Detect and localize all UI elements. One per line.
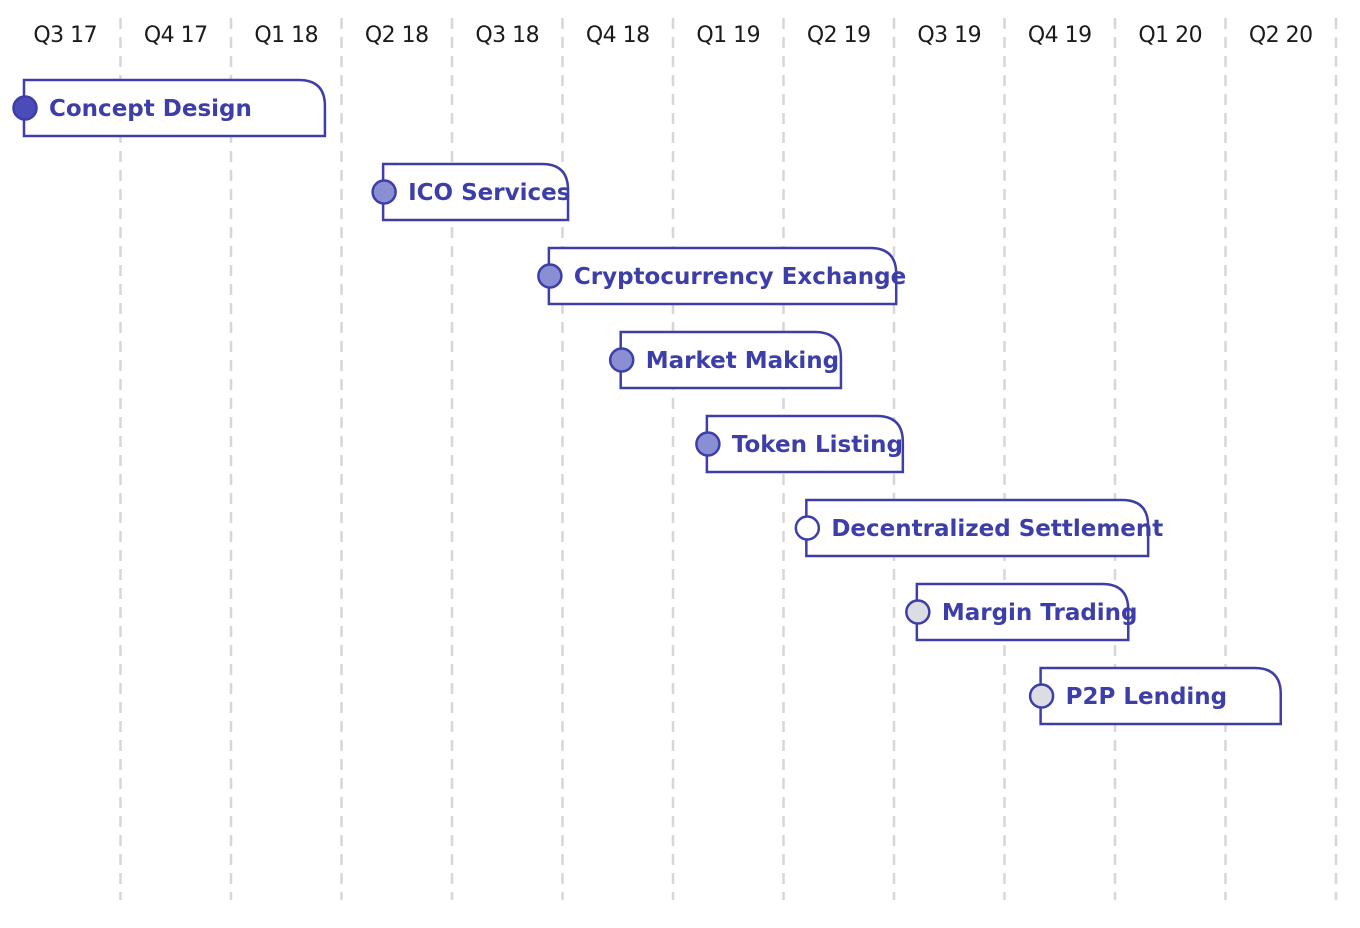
quarter-tick-label: Q2 20 — [1249, 23, 1313, 48]
task-label: ICO Services — [408, 180, 570, 206]
status-marker-icon — [905, 599, 931, 625]
quarter-axis: Q3 17 Q4 17 Q1 18 Q2 18 Q3 18 Q4 18 Q1 19 Q2 19… — [33, 23, 1313, 48]
task-bar[interactable] — [705, 414, 905, 474]
task-label: Market Making — [646, 348, 839, 374]
status-marker-icon — [1028, 683, 1055, 709]
quarter-tick-label: Q1 19 — [696, 23, 760, 48]
roadmap-tasks: Concept Design ICO Services Cryptocurrency… — [12, 78, 1282, 726]
quarter-tick-label: Q4 17 — [144, 23, 208, 48]
task-bar[interactable] — [547, 246, 898, 306]
task-label: Concept Design — [49, 96, 252, 122]
roadmap-task[interactable]: P2P Lending — [1028, 666, 1282, 726]
quarter-tick-label: Q2 19 — [807, 23, 871, 48]
task-bar[interactable] — [381, 162, 570, 222]
task-bar[interactable] — [22, 78, 327, 138]
task-bar[interactable] — [915, 582, 1130, 642]
roadmap-task[interactable]: ICO Services — [371, 162, 571, 222]
quarter-tick-label: Q2 18 — [365, 23, 429, 48]
task-bar[interactable] — [1039, 666, 1282, 726]
task-label: P2P Lending — [1066, 684, 1228, 710]
status-marker-icon — [794, 515, 821, 541]
status-marker-icon — [537, 263, 563, 289]
task-label: Token Listing — [732, 432, 903, 458]
status-marker-icon — [12, 95, 38, 121]
quarter-tick-label: Q3 18 — [475, 23, 539, 48]
task-label: Margin Trading — [942, 600, 1138, 626]
quarter-tick-label: Q1 20 — [1138, 23, 1202, 48]
quarter-tick-label: Q4 19 — [1028, 23, 1092, 48]
status-marker-icon — [695, 431, 721, 457]
status-marker-icon — [608, 347, 635, 373]
roadmap-task[interactable]: Decentralized Settlement — [794, 498, 1163, 558]
task-bar[interactable] — [619, 330, 843, 390]
roadmap-task[interactable]: Cryptocurrency Exchange — [537, 246, 906, 306]
task-label: Cryptocurrency Exchange — [574, 264, 906, 290]
status-marker-icon — [371, 179, 397, 205]
roadmap-task[interactable]: Market Making — [608, 330, 843, 390]
task-label: Decentralized Settlement — [831, 516, 1163, 542]
roadmap-task[interactable]: Margin Trading — [905, 582, 1138, 642]
roadmap-task[interactable]: Token Listing — [695, 414, 905, 474]
quarter-tick-label: Q3 17 — [33, 23, 97, 48]
roadmap-task[interactable]: Concept Design — [12, 78, 327, 138]
quarter-tick-label: Q1 18 — [254, 23, 318, 48]
task-bar[interactable] — [805, 498, 1150, 558]
quarter-tick-label: Q4 18 — [586, 23, 650, 48]
quarter-tick-label: Q3 19 — [917, 23, 981, 48]
